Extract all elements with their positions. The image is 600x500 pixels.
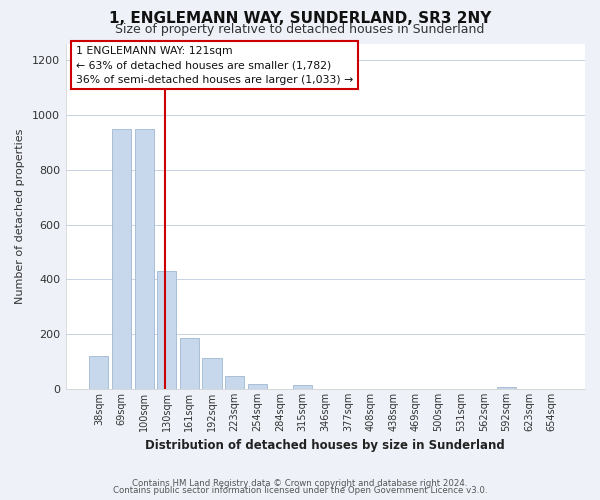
- Text: 1, ENGLEMANN WAY, SUNDERLAND, SR3 2NY: 1, ENGLEMANN WAY, SUNDERLAND, SR3 2NY: [109, 11, 491, 26]
- Bar: [202, 358, 222, 389]
- Text: Contains HM Land Registry data © Crown copyright and database right 2024.: Contains HM Land Registry data © Crown c…: [132, 478, 468, 488]
- Bar: [157, 272, 176, 389]
- Text: Contains public sector information licensed under the Open Government Licence v3: Contains public sector information licen…: [113, 486, 487, 495]
- Bar: [248, 384, 267, 389]
- Bar: [293, 385, 312, 389]
- Bar: [89, 356, 109, 389]
- Bar: [134, 129, 154, 389]
- Text: Size of property relative to detached houses in Sunderland: Size of property relative to detached ho…: [115, 22, 485, 36]
- Bar: [497, 388, 516, 389]
- Text: 1 ENGLEMANN WAY: 121sqm
← 63% of detached houses are smaller (1,782)
36% of semi: 1 ENGLEMANN WAY: 121sqm ← 63% of detache…: [76, 46, 353, 84]
- Y-axis label: Number of detached properties: Number of detached properties: [15, 129, 25, 304]
- Bar: [225, 376, 244, 389]
- Bar: [180, 338, 199, 389]
- Bar: [112, 129, 131, 389]
- X-axis label: Distribution of detached houses by size in Sunderland: Distribution of detached houses by size …: [145, 440, 505, 452]
